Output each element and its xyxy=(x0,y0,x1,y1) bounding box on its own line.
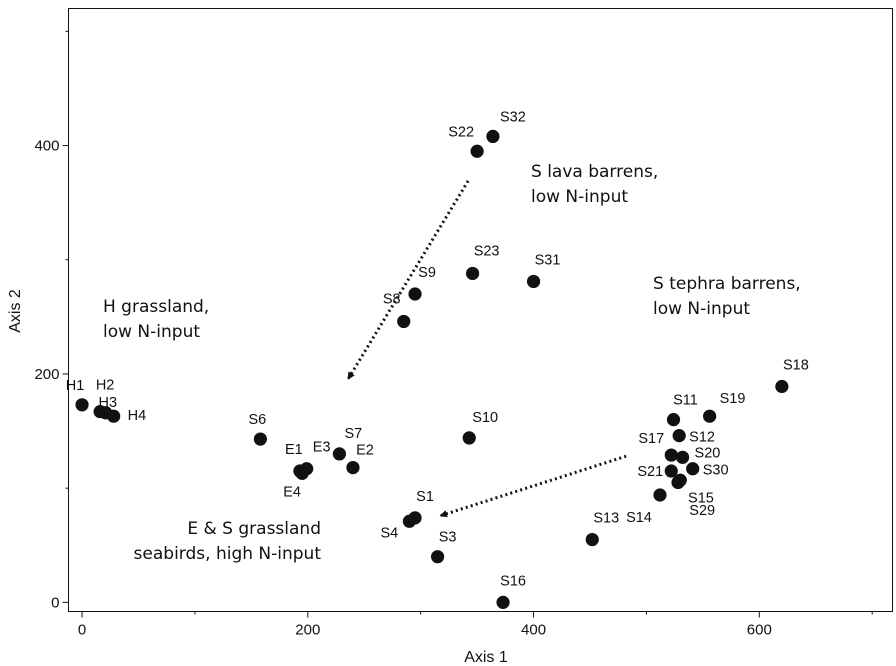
region-annotation: S tephra barrens, low N-input xyxy=(653,274,801,319)
data-point xyxy=(686,462,700,476)
data-point xyxy=(486,129,500,144)
point-label: S4 xyxy=(381,525,399,541)
data-point xyxy=(346,461,360,475)
data-point xyxy=(496,595,510,609)
data-point xyxy=(666,413,681,427)
data-point xyxy=(664,464,678,478)
data-point xyxy=(673,473,687,487)
x-axis-title: Axis 1 xyxy=(464,649,508,666)
data-point xyxy=(526,274,541,289)
point-label: S18 xyxy=(783,358,809,374)
data-point xyxy=(402,514,416,528)
region-annotation: E & S grassland seabirds, high N-input xyxy=(134,519,322,564)
point-label: S16 xyxy=(500,573,526,589)
x-tick-label: 0 xyxy=(78,622,86,639)
point-label: S30 xyxy=(703,463,729,479)
annotation-line: low N-input xyxy=(103,322,200,342)
annotation-line: low N-input xyxy=(531,187,628,207)
point-label: E1 xyxy=(285,442,303,458)
data-point xyxy=(465,266,480,281)
point-label: S12 xyxy=(689,430,715,446)
data-point xyxy=(664,448,678,462)
data-point xyxy=(295,466,309,480)
point-label: S3 xyxy=(439,530,457,546)
point-label: S29 xyxy=(689,503,715,519)
y-tick-label: 0 xyxy=(51,594,59,611)
point-label: S1 xyxy=(416,489,434,505)
y-axis: 0 200 400 xyxy=(34,30,69,611)
data-point xyxy=(253,432,267,446)
point-label: S8 xyxy=(383,291,401,307)
annotation-line: seabirds, high N-input xyxy=(134,544,322,564)
point-label: H4 xyxy=(128,408,147,424)
arrows xyxy=(347,180,627,518)
point-label: H1 xyxy=(66,378,85,394)
data-point xyxy=(397,314,411,329)
point-label: S6 xyxy=(249,412,267,428)
point-label: S10 xyxy=(472,410,498,426)
y-axis-title: Axis 2 xyxy=(7,289,24,333)
point-label: S15 xyxy=(688,490,714,506)
x-tick-label: 200 xyxy=(295,622,320,639)
point-label: H3 xyxy=(98,395,117,411)
point-label: S13 xyxy=(593,511,619,527)
annotation-line: E & S grassland xyxy=(187,519,321,539)
point-label: E2 xyxy=(356,443,374,459)
point-label: S21 xyxy=(637,464,663,480)
point-label: S20 xyxy=(695,445,721,461)
x-tick-label: 400 xyxy=(521,622,546,639)
annotation-line: H grassland, xyxy=(103,297,209,317)
data-point xyxy=(462,431,476,445)
data-point xyxy=(107,409,121,423)
plot-frame xyxy=(68,8,893,612)
point-label: S11 xyxy=(673,393,698,409)
annotation-line: S lava barrens, xyxy=(531,162,658,182)
point-label: E4 xyxy=(283,484,301,500)
trend-arrow xyxy=(347,180,470,380)
y-tick-label: 400 xyxy=(34,138,59,155)
data-point xyxy=(75,398,89,412)
data-point xyxy=(408,287,422,301)
data-point xyxy=(431,550,445,564)
point-label: S17 xyxy=(638,431,664,447)
data-point xyxy=(675,450,690,464)
annotation-line: low N-input xyxy=(653,299,750,319)
point-label: S23 xyxy=(474,243,500,259)
data-point xyxy=(585,532,599,547)
trend-arrow xyxy=(439,454,627,518)
annotation-line: S tephra barrens, xyxy=(653,274,801,294)
data-point xyxy=(332,447,347,461)
point-label: S31 xyxy=(535,252,561,268)
point-label: E3 xyxy=(313,440,331,456)
region-annotation: S lava barrens, low N-input xyxy=(531,162,658,207)
x-axis: 0 200 400 600 xyxy=(78,611,873,639)
point-label: H2 xyxy=(96,378,115,394)
point-label: S19 xyxy=(720,391,746,407)
data-point xyxy=(703,409,717,423)
x-tick-label: 600 xyxy=(747,622,772,639)
data-point xyxy=(470,144,484,158)
point-label: S7 xyxy=(345,426,363,442)
annotations: S lava barrens, low N-input H grassland, lo… xyxy=(103,162,801,564)
point-label: S9 xyxy=(418,265,436,281)
point-label: S32 xyxy=(500,109,526,125)
data-points xyxy=(75,129,789,609)
data-point xyxy=(653,488,667,502)
y-tick-label: 200 xyxy=(34,366,59,383)
data-point xyxy=(672,429,686,443)
point-label: S14 xyxy=(626,510,652,526)
data-point xyxy=(775,379,789,394)
point-label: S22 xyxy=(448,124,474,140)
region-annotation: H grassland, low N-input xyxy=(103,297,209,342)
